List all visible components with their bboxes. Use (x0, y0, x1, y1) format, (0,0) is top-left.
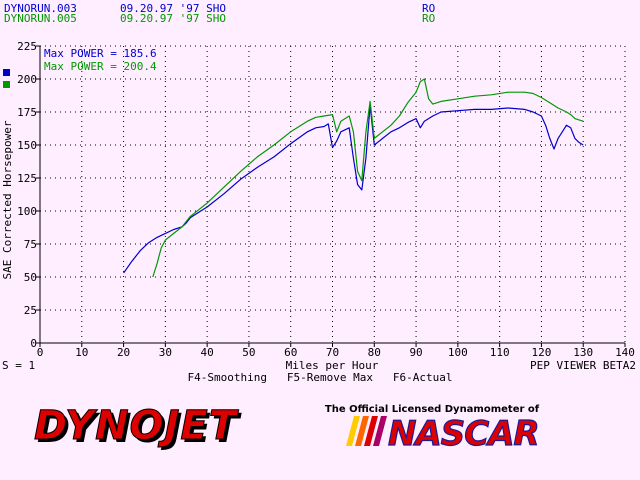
series-lines (123, 78, 584, 278)
x-tick-label: 90 (409, 346, 422, 359)
run-header: DYNORUN.003 09.20.97 '97 SHO RO DYNORUN.… (4, 2, 435, 25)
run-info-1: 09.20.97 '97 SHO (120, 2, 226, 15)
x-tick-label: 130 (573, 346, 593, 359)
series-marker-green (3, 81, 10, 88)
x-tick-label: 70 (326, 346, 339, 359)
max-power-label-blue: Max POWER = 185.6 (44, 47, 157, 60)
series-line-green (152, 78, 584, 278)
nascar-sponsor: The Official Licensed Dynamometer of NAS… (325, 404, 540, 455)
sponsor-tagline: The Official Licensed Dynamometer of (325, 404, 540, 415)
x-tick-label: 50 (242, 346, 255, 359)
dynojet-logo-shadow: DYNOJET (37, 406, 242, 452)
run-code-1: RO (422, 2, 435, 15)
x-tick-label: 0 (37, 346, 44, 359)
x-tick-label: 100 (448, 346, 468, 359)
x-tick-label: 30 (159, 346, 172, 359)
smoothing-status: S = 1 (2, 359, 35, 372)
y-tick-label: 175 (17, 106, 37, 119)
y-tick-label: 150 (17, 139, 37, 152)
chart-axes (36, 45, 626, 347)
run-name-1: DYNORUN.003 (4, 2, 77, 15)
dynojet-logo-text: DYNOJET (34, 403, 239, 449)
y-tick-label: 200 (17, 73, 37, 86)
y-tick-label: 75 (24, 238, 37, 251)
x-tick-label: 40 (201, 346, 214, 359)
nascar-stripes (346, 416, 387, 446)
run-name-2: DYNORUN.005 (4, 12, 77, 25)
y-tick-label: 0 (30, 337, 37, 350)
y-axis-title: SAE Corrected Horsepower (1, 120, 14, 279)
x-tick-label: 20 (117, 346, 130, 359)
chart-grid (40, 45, 626, 343)
y-tick-label: 50 (24, 271, 37, 284)
function-key-hints: F4-Smoothing F5-Remove Max F6-Actual (188, 371, 453, 384)
x-tick-label: 120 (531, 346, 551, 359)
max-power-label-green: Max POWER = 200.4 (44, 60, 157, 73)
x-tick-label: 60 (284, 346, 297, 359)
x-axis-title: Miles per Hour (286, 359, 379, 372)
series-line-blue (123, 104, 584, 274)
dynojet-logo: DYNOJET DYNOJET (34, 403, 242, 453)
y-tick-label: 25 (24, 304, 37, 317)
run-info-2: 09.20.97 '97 SHO (120, 12, 226, 25)
y-tick-label: 125 (17, 172, 37, 185)
tick-labels: 0 10 20 30 40 50 60 70 80 90 100 110 120 130 140 0 25 50 7… (17, 40, 635, 359)
series-marker-blue (3, 69, 10, 76)
nascar-logo-text: NASCAR (388, 414, 539, 454)
x-tick-label: 110 (490, 346, 510, 359)
y-tick-label: 225 (17, 40, 37, 53)
x-tick-label: 140 (615, 346, 635, 359)
y-tick-label: 100 (17, 205, 37, 218)
viewer-name: PEP VIEWER BETA2 (530, 359, 636, 372)
run-code-2: RO (422, 12, 435, 25)
x-tick-label: 10 (75, 346, 88, 359)
x-tick-label: 80 (368, 346, 381, 359)
